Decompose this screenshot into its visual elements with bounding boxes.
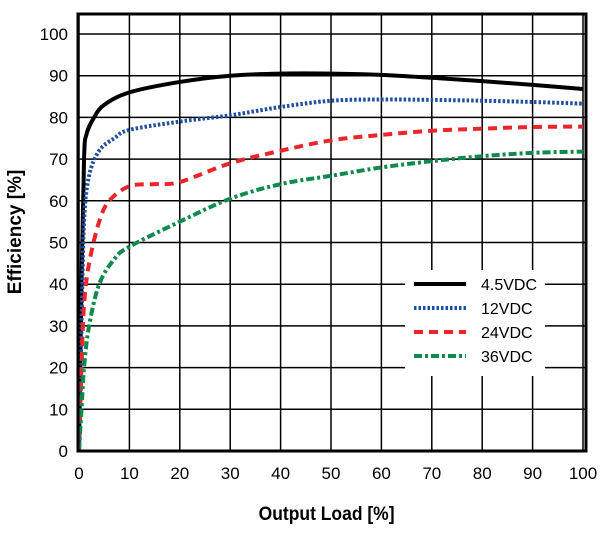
y-tick-label: 50 bbox=[49, 234, 68, 253]
y-tick-label: 40 bbox=[49, 275, 68, 294]
legend-label-12vdc: 12VDC bbox=[481, 301, 533, 318]
legend: 4.5VDC 12VDC 24VDC 36VDC bbox=[405, 270, 545, 376]
legend-label-36vdc: 36VDC bbox=[481, 349, 533, 366]
x-tick-label: 90 bbox=[523, 464, 542, 483]
legend-label-24vdc: 24VDC bbox=[481, 325, 533, 342]
x-axis-label: Output Load [%] bbox=[259, 502, 395, 524]
x-tick-label: 100 bbox=[569, 464, 597, 483]
y-tick-label: 30 bbox=[49, 317, 68, 336]
x-tick-label: 30 bbox=[221, 464, 240, 483]
x-tick-label: 40 bbox=[271, 464, 290, 483]
x-tick-label: 70 bbox=[422, 464, 441, 483]
tick-labels: 0 10 20 30 40 50 60 70 80 90 100 0 10 20 30 40 50 60 70 80 9… bbox=[40, 25, 598, 483]
y-tick-label: 0 bbox=[59, 442, 68, 461]
y-axis-label: Efficiency [%] bbox=[5, 170, 26, 295]
x-tick-label: 60 bbox=[372, 464, 391, 483]
legend-label-4.5vdc: 4.5VDC bbox=[481, 277, 537, 294]
series-line-12vdc bbox=[77, 97, 584, 452]
legend-box bbox=[405, 270, 545, 376]
series-line-24vdc bbox=[77, 124, 584, 452]
series-line-4.5vdc bbox=[77, 71, 584, 452]
x-tick-label: 10 bbox=[120, 464, 139, 483]
x-tick-label: 20 bbox=[170, 464, 189, 483]
series-line-36vdc bbox=[77, 149, 584, 452]
y-tick-label: 100 bbox=[40, 25, 68, 44]
y-tick-label: 60 bbox=[49, 192, 68, 211]
y-tick-label: 20 bbox=[49, 359, 68, 378]
y-tick-label: 80 bbox=[49, 108, 68, 127]
x-tick-label: 50 bbox=[322, 464, 341, 483]
series-lines bbox=[77, 71, 584, 452]
x-tick-label: 80 bbox=[473, 464, 492, 483]
y-tick-label: 70 bbox=[49, 150, 68, 169]
plot-frame bbox=[76, 12, 588, 453]
y-tick-label: 10 bbox=[49, 400, 68, 419]
y-tick-label: 90 bbox=[49, 67, 68, 86]
x-tick-label: 0 bbox=[74, 464, 83, 483]
grid bbox=[78, 14, 586, 452]
